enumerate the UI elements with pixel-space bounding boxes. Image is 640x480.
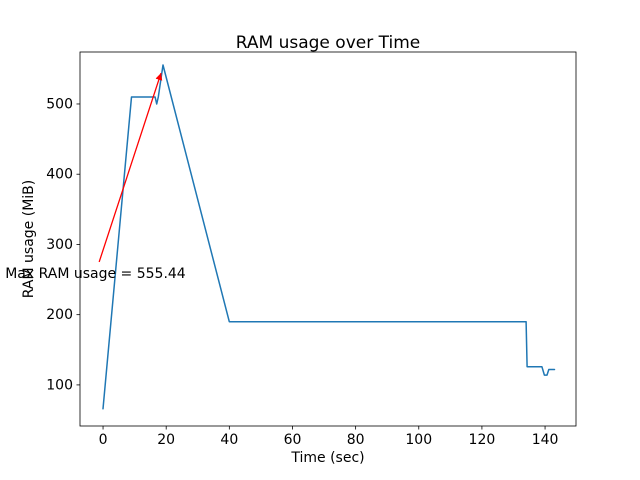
x-tick-label: 60 xyxy=(284,432,302,448)
x-tick-label: 0 xyxy=(99,432,108,448)
x-tick-label: 100 xyxy=(405,432,432,448)
x-axis-label: Time (sec) xyxy=(290,450,364,466)
plot-area: 0 20 40 60 80 100 120 140 100 200 300 400 500 xyxy=(46,51,577,448)
axes-border xyxy=(79,51,577,427)
y-axis-label: RAM usage (MiB) xyxy=(21,180,37,298)
x-tick-label: 20 xyxy=(157,432,175,448)
max-ram-annotation: Max RAM usage = 555.44 xyxy=(5,266,186,282)
y-tick-label: 100 xyxy=(46,377,73,393)
y-tick-label: 300 xyxy=(46,237,73,253)
annotation-arrow xyxy=(98,72,163,263)
x-tick-label: 140 xyxy=(532,432,559,448)
y-tick-label: 200 xyxy=(46,307,73,323)
ram-usage-line xyxy=(102,64,556,410)
chart-title: RAM usage over Time xyxy=(236,33,420,53)
y-tick-label: 400 xyxy=(46,167,73,183)
x-tick-label: 40 xyxy=(220,432,238,448)
x-tick-label: 120 xyxy=(469,432,496,448)
y-tick-label: 500 xyxy=(46,96,73,112)
x-tick-label: 80 xyxy=(347,432,365,448)
